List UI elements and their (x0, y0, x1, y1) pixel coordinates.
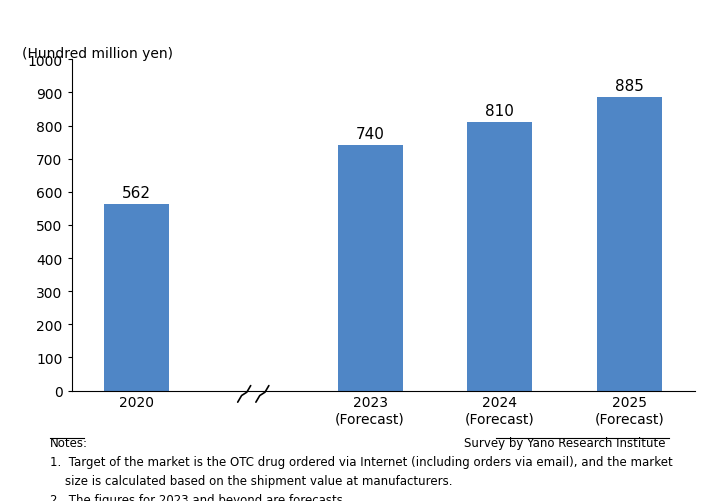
Text: 2.  The figures for 2023 and beyond are forecasts.: 2. The figures for 2023 and beyond are f… (50, 493, 347, 501)
Text: Notes:: Notes: (50, 436, 88, 449)
Bar (468, 123, 532, 391)
Bar (597, 98, 662, 391)
Text: Survey by Yano Research Institute: Survey by Yano Research Institute (465, 436, 666, 449)
Text: 810: 810 (485, 104, 514, 119)
Text: 740: 740 (356, 127, 384, 142)
Text: 1.  Target of the market is the OTC drug ordered via Internet (including orders : 1. Target of the market is the OTC drug … (50, 455, 673, 468)
Text: (Hundred million yen): (Hundred million yen) (21, 47, 173, 61)
Text: 562: 562 (122, 186, 151, 201)
Text: 885: 885 (615, 79, 644, 94)
Bar (104, 205, 169, 391)
Text: size is calculated based on the shipment value at manufacturers.: size is calculated based on the shipment… (50, 474, 453, 487)
Bar (338, 146, 402, 391)
